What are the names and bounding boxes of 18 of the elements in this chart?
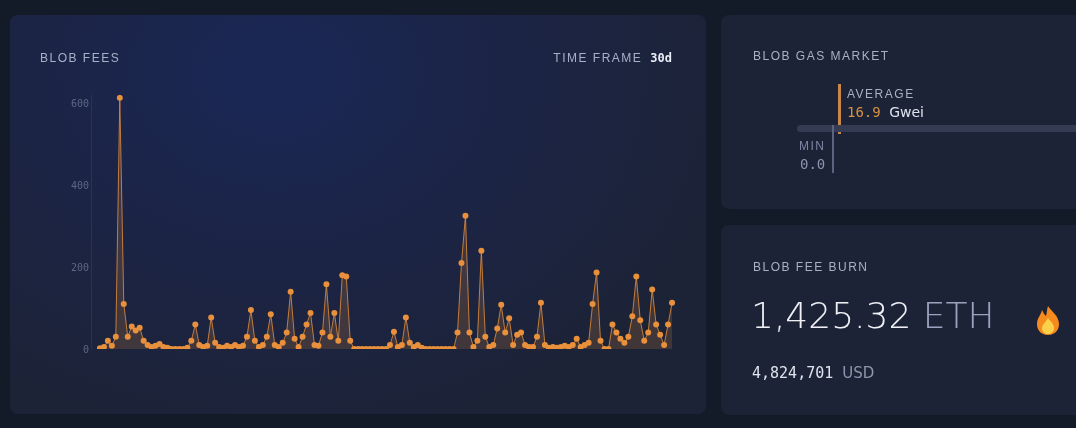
text: USD [842,364,875,382]
chart-title: BLOB FEES [40,51,121,65]
text: 30d [650,51,672,65]
text: TIME FRAME [553,51,643,65]
text: BLOB FEE BURN [753,260,869,274]
y-tick-label: 200 [70,261,89,273]
text: Gwei [889,104,924,120]
text: MIN [799,139,826,153]
text: BLOB GAS MARKET [753,49,890,63]
text: 4,824,701 [752,364,834,382]
y-tick-label: 400 [70,179,89,191]
y-tick-label: 0 [82,343,89,355]
text: AVERAGE [847,87,915,101]
y-tick-label: 600 [70,97,89,109]
text: 1,425.32 [751,295,912,336]
text: 16.9 [847,104,881,120]
text: 0.0 [800,156,826,172]
text: ETH [922,295,995,336]
